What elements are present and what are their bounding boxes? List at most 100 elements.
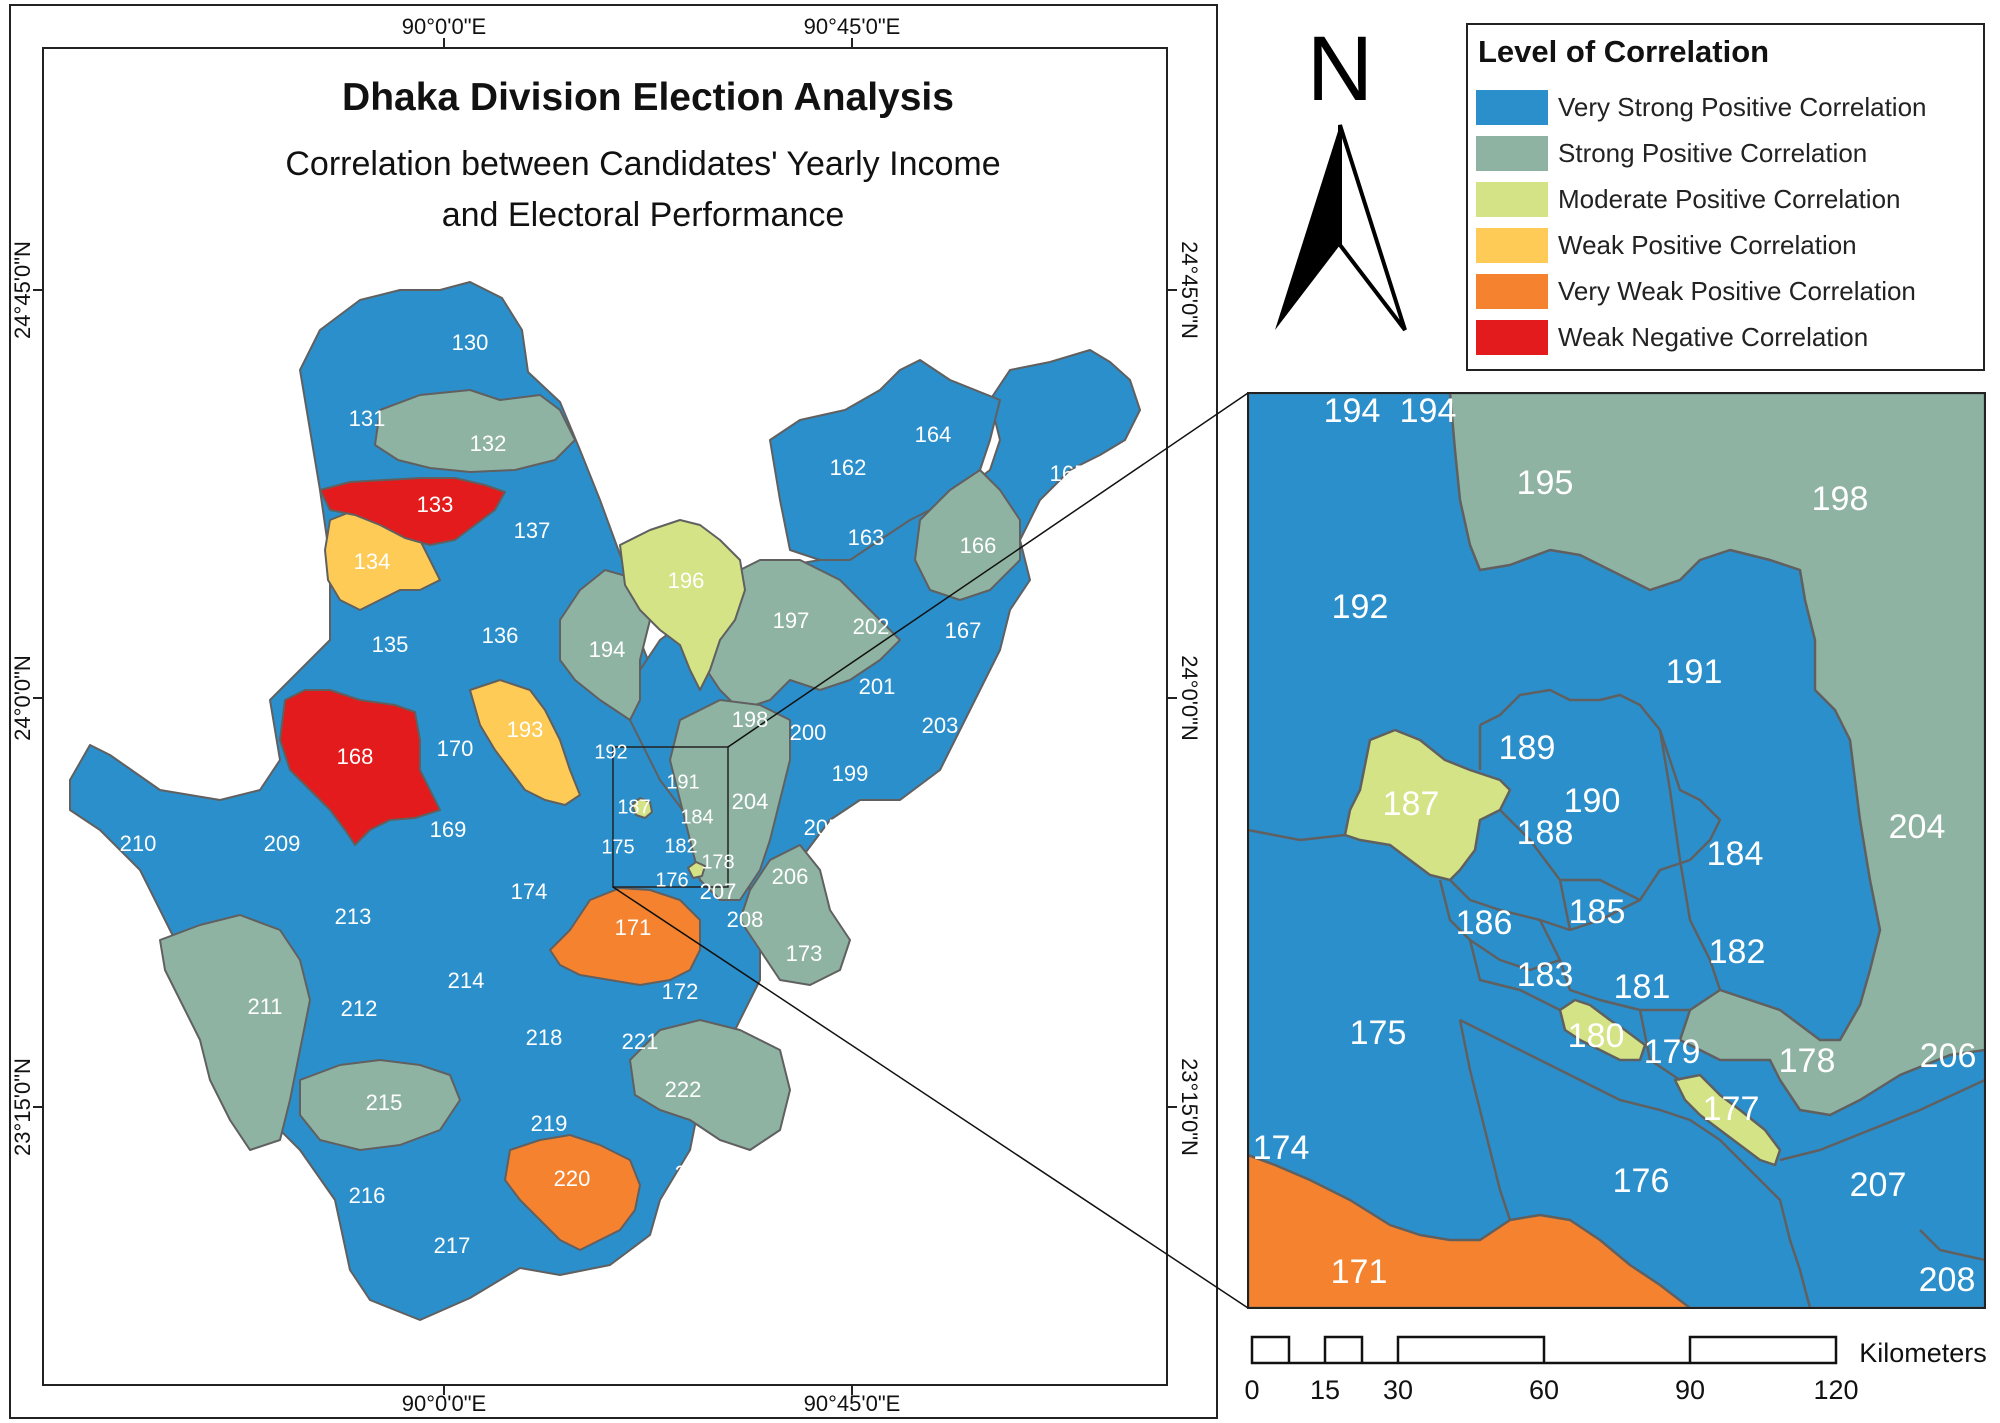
region-label: 213 (335, 904, 372, 929)
region-196 (619, 519, 746, 691)
region-166 (914, 469, 1021, 601)
scale-tick-60: 60 (1529, 1375, 1559, 1405)
coord-top-2: 90°45'0"E (804, 14, 901, 39)
region-label: 200 (790, 720, 827, 745)
region-label: 132 (470, 431, 507, 456)
inset-region-label: 194 (1324, 392, 1381, 430)
region-label: 163 (848, 525, 885, 550)
inset-region-label: 190 (1564, 782, 1621, 820)
region-198-204 (669, 699, 791, 901)
scale-tick-0: 0 (1244, 1375, 1259, 1405)
region-label: 165 (1050, 461, 1087, 486)
inset-region-label: 176 (1613, 1162, 1670, 1200)
inset-region-label: 186 (1456, 904, 1513, 942)
region-label: 173 (786, 941, 823, 966)
legend-swatch (1476, 90, 1548, 125)
inset-region-label: 206 (1920, 1037, 1977, 1075)
region-194 (559, 569, 651, 721)
region-label: 134 (354, 549, 391, 574)
coord-left-1: 24°45'0"N (10, 241, 35, 339)
region-label: 207 (700, 879, 737, 904)
legend: Level of Correlation Very Strong Positiv… (1466, 23, 1985, 371)
coord-right-2: 24°0'0"N (1177, 655, 1202, 741)
region-label: 219 (531, 1111, 568, 1136)
region-label: 197 (773, 608, 810, 633)
region-label: 214 (448, 968, 485, 993)
inset-region-label: 207 (1850, 1166, 1907, 1204)
legend-title: Level of Correlation (1478, 34, 1769, 69)
region-label: 164 (915, 422, 952, 447)
region-label: 171 (615, 915, 652, 940)
inset-region-label: 204 (1889, 808, 1946, 846)
inset-region-label: 180 (1568, 1017, 1625, 1055)
region-label: 220 (554, 1166, 591, 1191)
coord-bottom-1: 90°0'0"E (402, 1391, 486, 1416)
inset-region-label: 178 (1779, 1042, 1836, 1080)
region-label: 205 (804, 815, 841, 840)
region-label: 187 (617, 796, 650, 818)
region-197-202 (699, 559, 901, 711)
inset-region-label: 184 (1707, 835, 1764, 873)
region-label: 135 (372, 632, 409, 657)
region-220 (504, 1134, 641, 1251)
region-label: 176 (655, 869, 688, 891)
region-label: 206 (772, 864, 809, 889)
region-label: 221 (622, 1029, 659, 1054)
north-label: N (1307, 18, 1373, 120)
legend-swatch (1476, 228, 1548, 263)
region-label: 166 (960, 533, 997, 558)
inset-region-label: 171 (1331, 1253, 1388, 1291)
main-map-labels: 130 131 132 133 134 135 136 137 162 163 … (120, 330, 1087, 1258)
region-label: 198 (732, 707, 769, 732)
region-label: 170 (437, 736, 474, 761)
region-211 (159, 914, 311, 1151)
region-193 (469, 679, 581, 806)
inset-connector-bottom (612, 886, 1249, 1309)
region-133 (319, 477, 506, 546)
region-label: 202 (853, 614, 890, 639)
scale-unit: Kilometers (1859, 1338, 1987, 1368)
region-label: 174 (511, 879, 548, 904)
region-171 (549, 887, 701, 986)
region-label: 182 (664, 835, 697, 857)
region-label: 137 (514, 518, 551, 543)
region-label: 209 (264, 831, 301, 856)
coord-top-1: 90°0'0"E (402, 14, 486, 39)
legend-label: Moderate Positive Correlation (1558, 184, 1901, 214)
graticule-ticks (33, 38, 1177, 1395)
region-label: 212 (341, 996, 378, 1021)
main-map (69, 281, 1141, 1321)
region-222 (629, 1019, 791, 1151)
region-label: 168 (337, 744, 374, 769)
inset-region-label: 192 (1332, 588, 1389, 626)
region-label: 131 (349, 406, 386, 431)
region-north-east (769, 359, 1001, 561)
region-label: 204 (732, 789, 769, 814)
region-label: 223 (675, 1161, 712, 1186)
inset-region-label: 195 (1517, 464, 1574, 502)
legend-label: Very Strong Positive Correlation (1558, 92, 1927, 122)
inset-connector-top (727, 392, 1249, 748)
region-label: 192 (594, 741, 627, 763)
region-label: 172 (662, 979, 699, 1004)
region-label: 218 (526, 1025, 563, 1050)
region-label: 201 (859, 674, 896, 699)
coord-left-3: 23°15'0"N (10, 1058, 35, 1156)
legend-swatch (1476, 320, 1548, 355)
region-label: 203 (922, 713, 959, 738)
inset-region-label: 175 (1350, 1014, 1407, 1052)
region-label: 215 (366, 1090, 403, 1115)
region-label: 169 (430, 817, 467, 842)
coord-right-1: 24°45'0"N (1177, 241, 1202, 339)
region-label: 211 (247, 994, 282, 1019)
coord-left-2: 24°0'0"N (10, 655, 35, 741)
inset-labels: 194 194 195 198 192 191 189 187 190 188 … (1253, 392, 1977, 1299)
region-label: 130 (452, 330, 489, 355)
region-label: 222 (665, 1077, 702, 1102)
region-label: 194 (589, 637, 626, 662)
region-label: 210 (120, 831, 157, 856)
legend-swatch (1476, 136, 1548, 171)
inset-region-label: 174 (1253, 1129, 1310, 1167)
coord-bottom-2: 90°45'0"E (804, 1391, 901, 1416)
region-168 (279, 689, 441, 846)
